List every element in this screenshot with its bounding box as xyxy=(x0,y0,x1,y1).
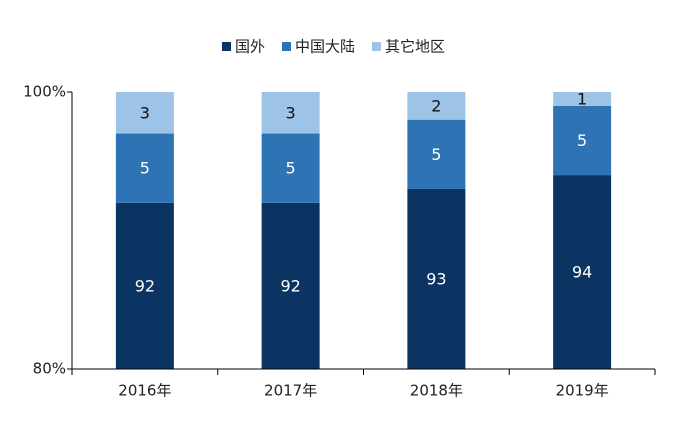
data-label: 94 xyxy=(572,263,592,282)
bar-segment xyxy=(261,133,320,203)
bar-segment xyxy=(115,202,174,369)
x-tick-label: 2017年 xyxy=(264,382,317,400)
bar-segment xyxy=(553,105,612,176)
bar-segment xyxy=(553,92,612,106)
bar-segment xyxy=(407,188,466,369)
x-tick-label: 2019年 xyxy=(556,382,609,400)
data-label: 2 xyxy=(431,96,441,115)
data-label: 5 xyxy=(431,145,441,164)
bar-segment xyxy=(115,133,174,203)
bar-segment xyxy=(115,92,174,134)
legend-label: 国外 xyxy=(235,38,265,56)
data-label: 1 xyxy=(577,89,587,108)
data-label: 5 xyxy=(286,159,296,178)
legend-swatch xyxy=(372,42,381,51)
legend-label: 中国大陆 xyxy=(295,38,355,56)
data-label: 92 xyxy=(280,276,300,295)
data-label: 3 xyxy=(286,103,296,122)
data-label: 5 xyxy=(140,159,150,178)
data-label: 93 xyxy=(426,269,446,288)
x-tick-label: 2018年 xyxy=(410,382,463,400)
x-tick-label: 2016年 xyxy=(118,382,171,400)
y-tick-label: 80% xyxy=(33,360,66,378)
legend-swatch xyxy=(222,42,231,51)
bar-segment xyxy=(261,92,320,134)
legend-label: 其它地区 xyxy=(385,38,445,56)
bar-segment xyxy=(407,92,466,120)
y-tick-label: 100% xyxy=(23,83,66,101)
legend-swatch xyxy=(282,42,291,51)
bar-segment xyxy=(407,119,466,189)
data-label: 5 xyxy=(577,131,587,150)
data-label: 92 xyxy=(135,276,155,295)
bar-segment xyxy=(553,175,612,369)
bar-segment xyxy=(261,202,320,369)
data-label: 3 xyxy=(140,103,150,122)
